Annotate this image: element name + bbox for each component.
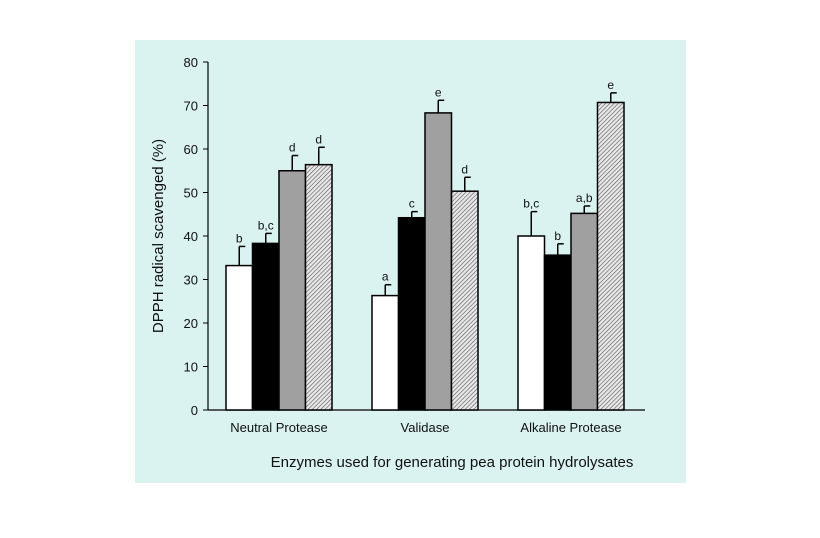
category-label: Validase bbox=[401, 420, 450, 435]
y-tick-label: 40 bbox=[184, 229, 198, 244]
bar bbox=[543, 254, 572, 411]
y-axis-label: DPPH radical scavenged (%) bbox=[150, 139, 167, 333]
significance-label: e bbox=[607, 78, 614, 92]
category-label: Alkaline Protease bbox=[520, 420, 621, 435]
bar bbox=[225, 264, 254, 411]
y-tick-label: 60 bbox=[184, 142, 198, 157]
y-tick-label: 10 bbox=[184, 360, 198, 375]
bar bbox=[517, 235, 546, 411]
bar bbox=[251, 242, 280, 411]
bar bbox=[278, 170, 307, 411]
significance-label: b,c bbox=[258, 218, 274, 232]
significance-label: a bbox=[382, 270, 389, 284]
bar bbox=[450, 190, 479, 411]
y-tick-label: 30 bbox=[184, 273, 198, 288]
significance-label: e bbox=[435, 85, 442, 99]
bar bbox=[397, 216, 426, 411]
bar bbox=[596, 101, 625, 411]
y-tick-label: 0 bbox=[191, 403, 198, 418]
y-tick-label: 50 bbox=[184, 186, 198, 201]
x-axis-label: Enzymes used for generating pea protein … bbox=[271, 454, 634, 471]
y-tick-label: 20 bbox=[184, 316, 198, 331]
significance-label: b bbox=[236, 231, 243, 245]
y-tick-label: 80 bbox=[184, 55, 198, 70]
bar bbox=[304, 163, 333, 411]
bar bbox=[570, 212, 599, 411]
significance-label: a,b bbox=[576, 191, 593, 205]
y-tick-label: 70 bbox=[184, 99, 198, 114]
category-label: Neutral Protease bbox=[230, 420, 328, 435]
significance-label: c bbox=[409, 197, 415, 211]
significance-label: b bbox=[554, 229, 561, 243]
bar bbox=[424, 112, 453, 411]
significance-label: d bbox=[461, 162, 468, 176]
bar bbox=[371, 294, 400, 411]
significance-label: d bbox=[315, 132, 322, 146]
significance-label: b,c bbox=[523, 197, 539, 211]
significance-label: d bbox=[289, 141, 296, 155]
